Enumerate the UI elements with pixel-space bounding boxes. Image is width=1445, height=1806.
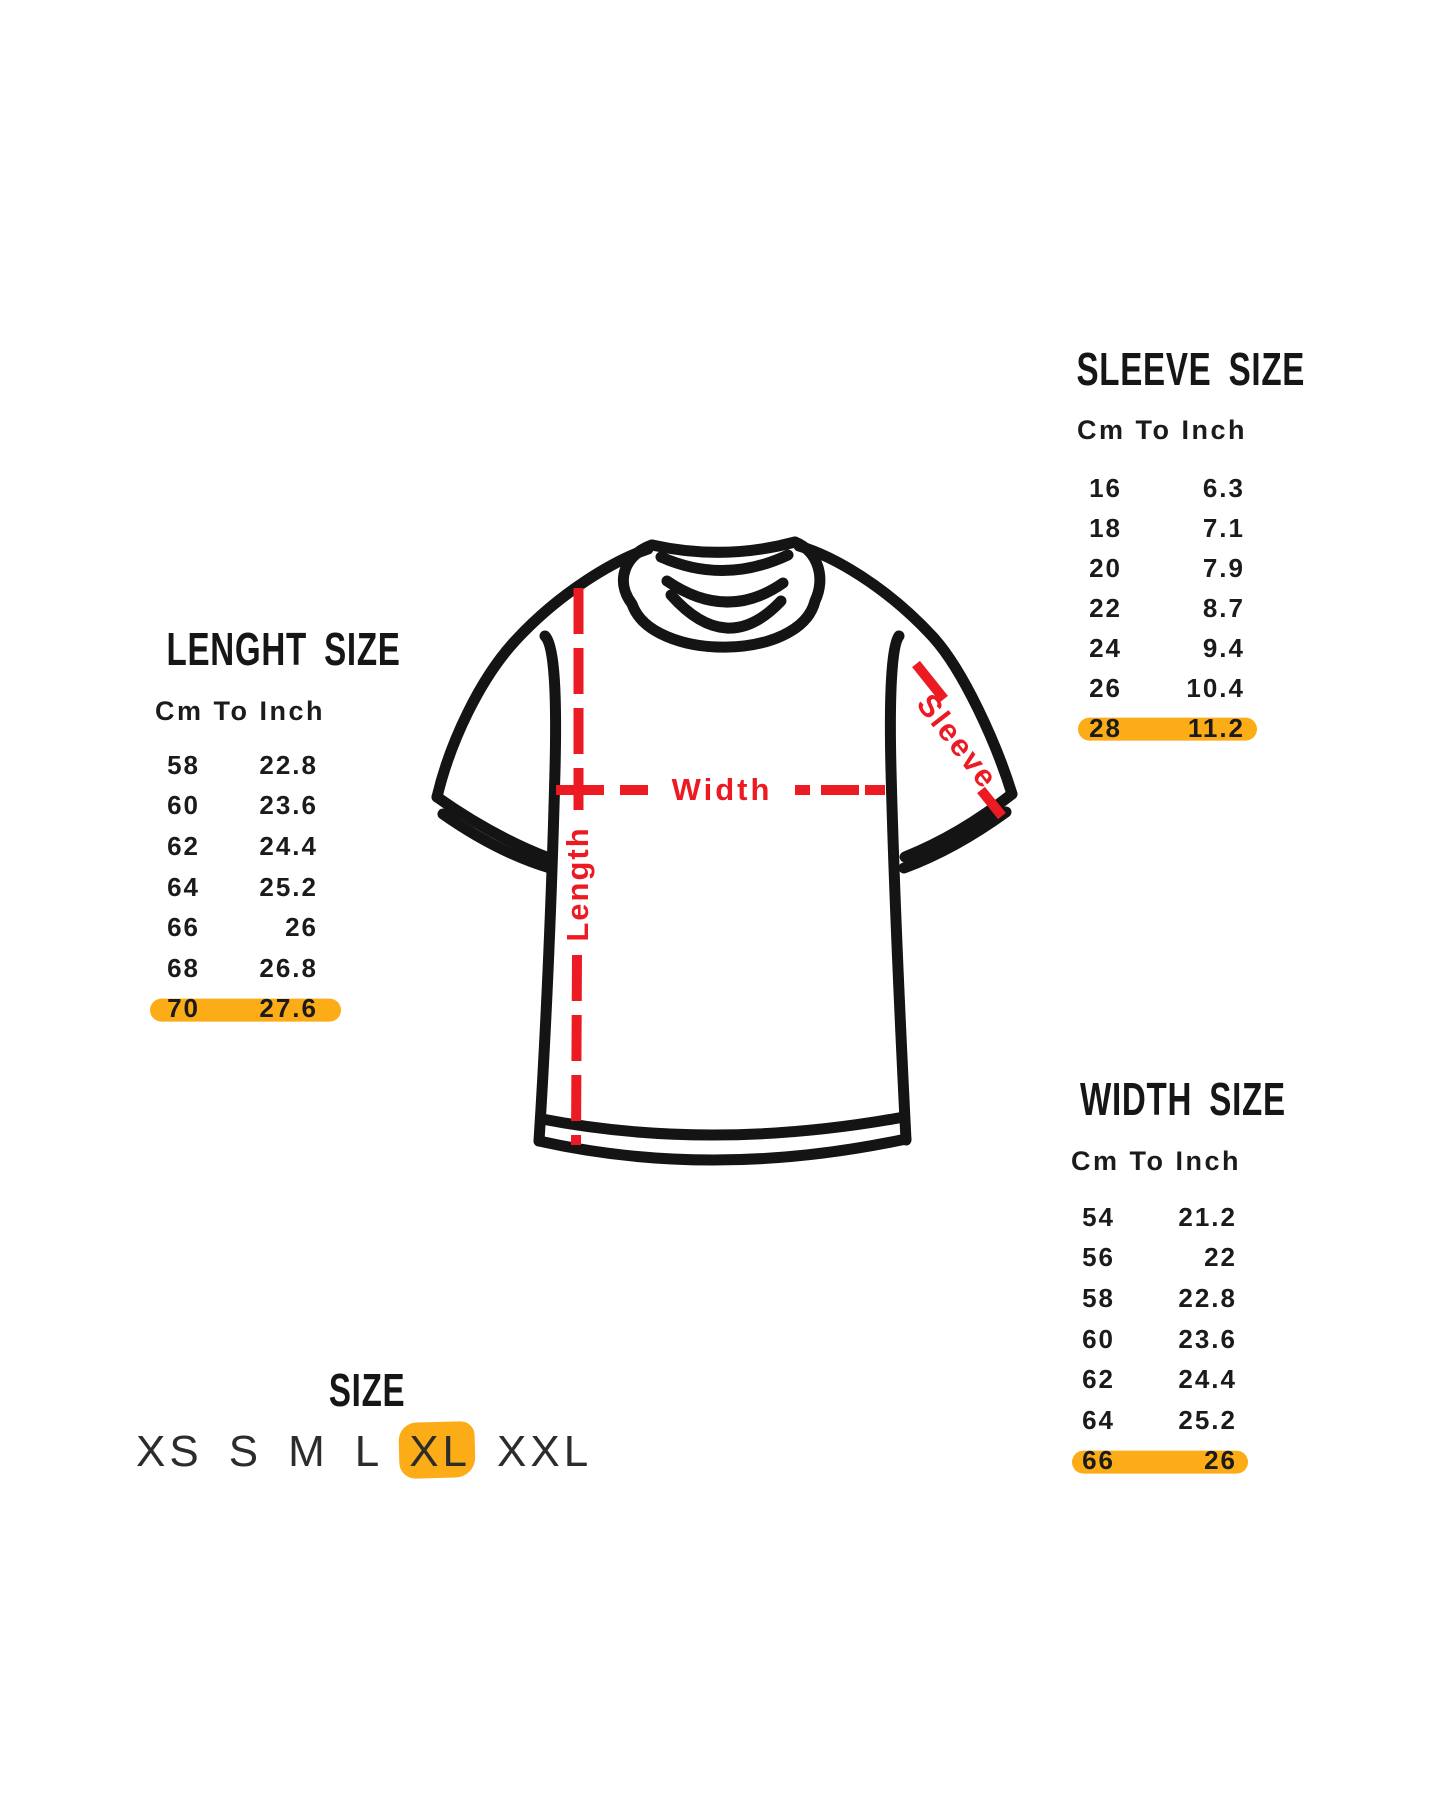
highlight-marker xyxy=(1078,717,1257,741)
tshirt-measurement-diagram: Width Length Sleeve xyxy=(431,536,1018,1166)
table-row: 68 26.8 xyxy=(167,952,318,983)
width-size-title: WIDTH SIZE xyxy=(1080,1073,1286,1125)
sleeve-size-table: 16 6.3 18 7.1 20 7.9 22 8.7 24 9.4 26 10.4 28 1… xyxy=(1040,468,1257,748)
collar-inner-arc-1 xyxy=(655,549,794,576)
collar-inner-arc-3 xyxy=(665,589,787,634)
table-row: 64 25.2 xyxy=(167,871,318,902)
left-cuff-inner xyxy=(437,808,556,874)
hem-lower-line xyxy=(533,1133,912,1166)
size-option-xl-selected[interactable]: XL xyxy=(398,1421,476,1480)
table-row: 64 25.2 xyxy=(1082,1404,1237,1435)
length-label: Length xyxy=(560,826,595,941)
left-cuff-outer xyxy=(431,791,555,864)
sleeve-measure-dash-1 xyxy=(912,660,948,703)
table-row: 60 23.6 xyxy=(1082,1323,1237,1354)
table-row: 60 23.6 xyxy=(167,790,318,821)
table-row: 56 22 xyxy=(1082,1242,1237,1273)
table-row-highlighted: 28 11.2 xyxy=(1040,708,1257,748)
right-cuff-outer xyxy=(899,788,1018,863)
hem-upper-line xyxy=(536,1111,910,1141)
left-shoulder-sleeve xyxy=(431,543,654,803)
table-row: 66 26 xyxy=(167,912,318,943)
size-option-xs[interactable]: XS xyxy=(136,1427,203,1476)
table-row-highlighted: 66 26 xyxy=(1040,1441,1248,1482)
table-row: 22 8.7 xyxy=(1089,592,1245,623)
highlight-marker xyxy=(150,998,341,1022)
collar-inner-arc-2 xyxy=(661,575,789,608)
sleeve-measure-dash-2 xyxy=(977,786,1006,820)
table-row: 62 24.4 xyxy=(1082,1364,1237,1395)
size-option-l[interactable]: L xyxy=(354,1427,384,1476)
collar-outer-ring xyxy=(617,536,826,653)
length-measure-line-lower xyxy=(571,954,582,1146)
right-cuff-inner xyxy=(898,806,1012,874)
length-size-title: LENGHT SIZE xyxy=(166,623,401,675)
table-row: 54 21.2 xyxy=(1082,1201,1237,1232)
table-row: 18 7.1 xyxy=(1089,512,1245,543)
size-title: SIZE xyxy=(328,1364,406,1416)
right-armhole-side-seam xyxy=(884,630,912,1146)
width-size-subtitle: Cm To Inch xyxy=(1071,1146,1241,1176)
right-shoulder-sleeve xyxy=(793,540,1018,800)
table-row: 58 22.8 xyxy=(167,749,318,780)
size-option-xxl[interactable]: XXL xyxy=(497,1427,593,1476)
table-row: 20 7.9 xyxy=(1089,552,1245,583)
size-option-m[interactable]: M xyxy=(288,1427,329,1476)
sleeve-size-title: SLEEVE SIZE xyxy=(1076,343,1306,395)
collar-top-line xyxy=(646,536,801,558)
table-row-highlighted: 70 27.6 xyxy=(150,989,341,1030)
table-row: 58 22.8 xyxy=(1082,1282,1237,1313)
size-option-s[interactable]: S xyxy=(228,1427,263,1476)
highlight-marker xyxy=(1072,1450,1248,1474)
table-row: 62 24.4 xyxy=(167,830,318,861)
left-armhole-side-seam xyxy=(533,630,562,1147)
length-size-subtitle: Cm To Inch xyxy=(155,696,325,726)
table-row: 26 10.4 xyxy=(1089,672,1245,703)
length-size-table: 58 22.8 60 23.6 62 24.4 64 25.2 66 26 68 26.8 … xyxy=(150,745,341,1030)
table-row: 16 6.3 xyxy=(1089,472,1245,503)
width-label: Width xyxy=(672,772,773,807)
table-row: 24 9.4 xyxy=(1089,632,1245,663)
sleeve-size-subtitle: Cm To Inch xyxy=(1077,415,1247,445)
width-size-table: 54 21.2 56 22 58 22.8 60 23.6 62 24.4 64 25.2 … xyxy=(1040,1197,1248,1482)
size-options: XS S M L XL XXL xyxy=(136,1421,593,1480)
